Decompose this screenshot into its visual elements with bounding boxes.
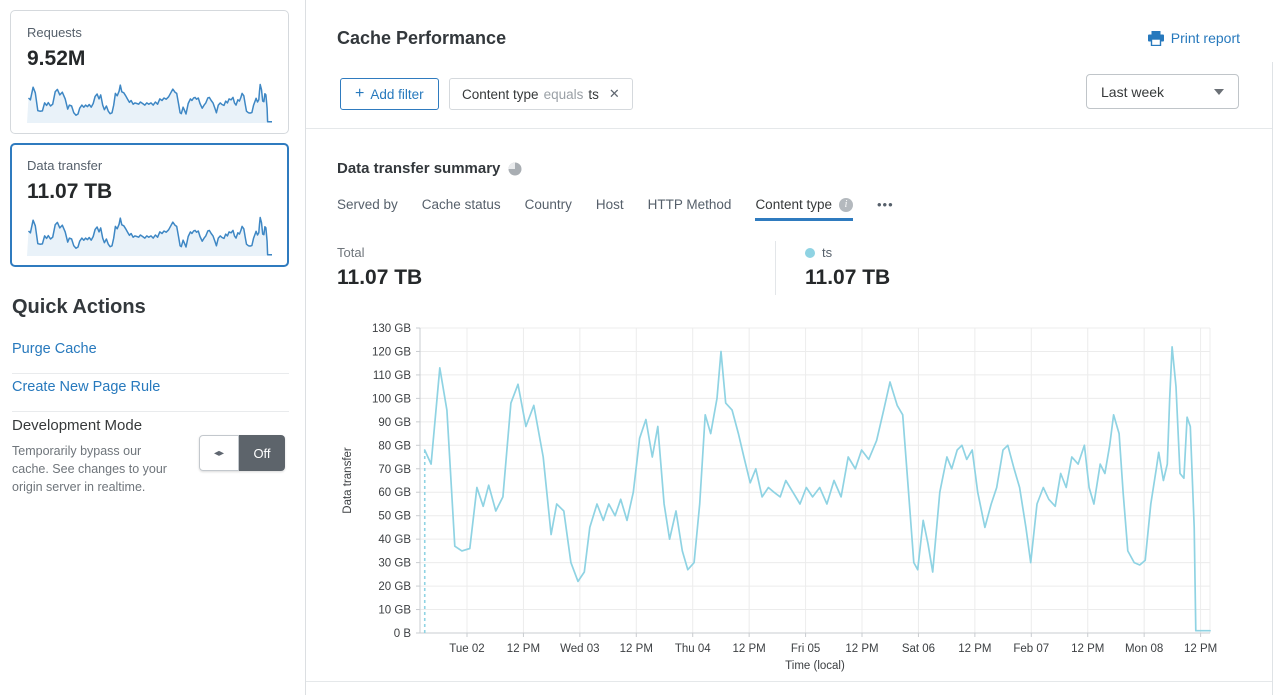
toggle-state-label: Off	[239, 435, 285, 471]
tab-cache-status[interactable]: Cache status	[421, 197, 501, 212]
requests-sparkline	[27, 83, 272, 123]
refresh-spinner-icon	[508, 162, 522, 175]
svg-text:12 PM: 12 PM	[733, 643, 766, 655]
svg-text:130 GB: 130 GB	[372, 323, 411, 335]
legend-dot	[805, 247, 815, 258]
svg-text:12 PM: 12 PM	[1184, 643, 1217, 655]
svg-text:Fri 05: Fri 05	[791, 643, 820, 655]
purge-cache-link[interactable]: Purge Cache	[12, 341, 289, 374]
tab-served-by[interactable]: Served by	[337, 197, 398, 212]
totals-divider	[775, 241, 776, 295]
svg-text:Mon 08: Mon 08	[1125, 643, 1163, 655]
legend-item-ts[interactable]: ts	[805, 245, 832, 260]
more-tabs-icon[interactable]: •••	[877, 197, 894, 212]
data-transfer-line-chart: 0 B 10 GB 20 GB 30 GB 40 GB 50 GB 60 GB 70 GB 80…	[342, 323, 1217, 672]
data-transfer-value: 11.07 TB	[27, 180, 113, 203]
summary-title-row: Data transfer summary	[337, 160, 522, 177]
legend-series-value: 11.07 TB	[805, 266, 891, 289]
svg-text:120 GB: 120 GB	[372, 346, 411, 358]
add-filter-button[interactable]: + Add filter	[340, 78, 439, 110]
svg-text:40 GB: 40 GB	[378, 534, 411, 546]
svg-text:Feb 07: Feb 07	[1013, 643, 1049, 655]
svg-text:12 PM: 12 PM	[620, 643, 653, 655]
svg-text:60 GB: 60 GB	[378, 487, 411, 499]
print-report-label: Print report	[1170, 30, 1240, 46]
section-bottom-divider	[306, 681, 1272, 682]
requests-value: 9.52M	[27, 47, 86, 70]
svg-text:0 B: 0 B	[394, 628, 412, 640]
development-mode-description: Temporarily bypass our cache. See change…	[12, 444, 167, 495]
svg-text:Tue 02: Tue 02	[449, 643, 484, 655]
svg-text:Thu 04: Thu 04	[675, 643, 711, 655]
svg-text:12 PM: 12 PM	[507, 643, 540, 655]
filter-chip-content-type[interactable]: Content type equals ts ✕	[449, 78, 633, 110]
total-label: Total	[337, 245, 365, 260]
requests-metric-card[interactable]: Requests 9.52M	[10, 10, 289, 134]
requests-label: Requests	[27, 25, 82, 40]
tab-content-type[interactable]: Content type i	[755, 197, 853, 221]
content-right-edge	[1272, 62, 1273, 695]
svg-text:Data transfer: Data transfer	[342, 447, 354, 514]
svg-text:20 GB: 20 GB	[378, 581, 411, 593]
svg-text:50 GB: 50 GB	[378, 511, 411, 523]
svg-text:Wed 03: Wed 03	[560, 643, 599, 655]
filter-field: Content type	[462, 86, 539, 102]
svg-text:100 GB: 100 GB	[372, 393, 411, 405]
total-value: 11.07 TB	[337, 266, 423, 289]
print-report-link[interactable]: Print report	[1147, 30, 1240, 46]
printer-icon	[1147, 30, 1164, 46]
time-range-value: Last week	[1101, 83, 1165, 100]
filter-value: ts	[588, 86, 599, 102]
svg-text:90 GB: 90 GB	[378, 417, 411, 429]
info-icon[interactable]: i	[839, 197, 853, 212]
tab-host[interactable]: Host	[595, 197, 624, 212]
left-right-arrows-icon: ◂▸	[213, 447, 225, 459]
development-mode-title: Development Mode	[12, 417, 143, 434]
svg-text:10 GB: 10 GB	[378, 605, 411, 617]
svg-text:30 GB: 30 GB	[378, 558, 411, 570]
legend-series-name: ts	[822, 245, 833, 260]
tab-http-method[interactable]: HTTP Method	[647, 197, 732, 212]
sidebar-divider	[305, 0, 306, 695]
data-transfer-metric-card[interactable]: Data transfer 11.07 TB	[10, 143, 289, 267]
svg-text:110 GB: 110 GB	[373, 370, 411, 382]
page-title: Cache Performance	[337, 28, 507, 48]
plus-icon: +	[355, 85, 365, 102]
svg-text:Sat 06: Sat 06	[902, 643, 935, 655]
toggle-knob[interactable]: ◂▸	[199, 435, 239, 471]
svg-text:12 PM: 12 PM	[845, 643, 878, 655]
svg-text:80 GB: 80 GB	[378, 440, 411, 452]
tab-country[interactable]: Country	[524, 197, 572, 212]
filter-operator: equals	[543, 86, 584, 102]
svg-text:70 GB: 70 GB	[378, 464, 411, 476]
summary-tabs: Served by Cache status Country Host HTTP…	[337, 197, 894, 221]
summary-title: Data transfer summary	[337, 160, 501, 177]
development-mode-toggle[interactable]: ◂▸ Off	[199, 435, 285, 471]
create-page-rule-link[interactable]: Create New Page Rule	[12, 379, 289, 412]
add-filter-label: Add filter	[370, 86, 424, 102]
data-transfer-sparkline	[27, 216, 272, 256]
close-icon[interactable]: ✕	[608, 86, 620, 101]
svg-text:12 PM: 12 PM	[1071, 643, 1104, 655]
time-range-select[interactable]: Last week	[1086, 74, 1239, 109]
header-divider	[306, 128, 1272, 129]
data-transfer-label: Data transfer	[27, 158, 103, 173]
chevron-down-icon	[1214, 88, 1224, 95]
svg-text:Time (local): Time (local)	[785, 660, 845, 672]
quick-actions-heading: Quick Actions	[12, 296, 146, 318]
svg-text:12 PM: 12 PM	[958, 643, 991, 655]
